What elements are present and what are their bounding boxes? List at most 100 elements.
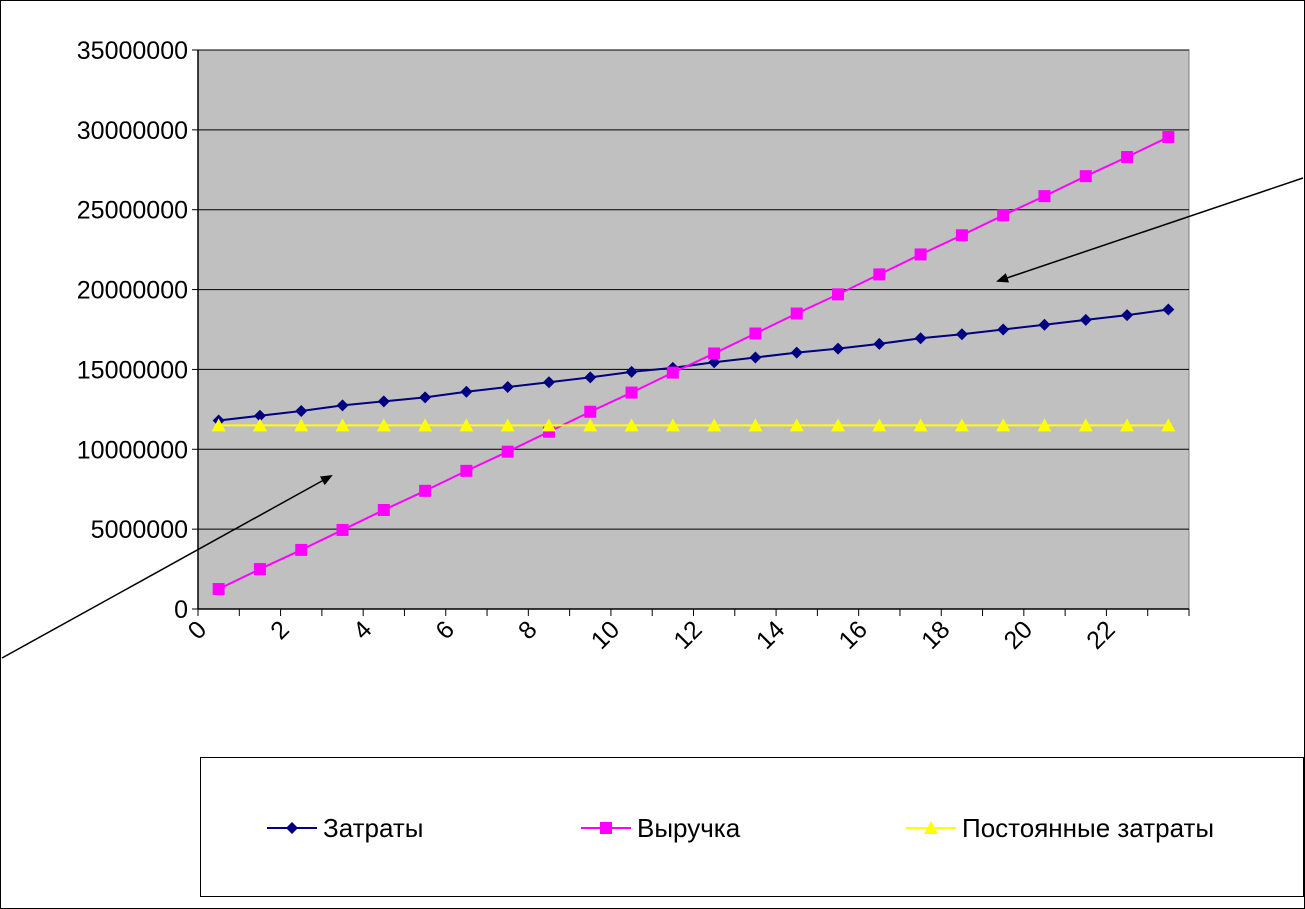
x-tick-label: 18 <box>916 615 955 654</box>
data-point <box>790 346 803 359</box>
data-point <box>873 337 886 350</box>
data-point <box>1121 151 1134 164</box>
y-tick-label: 15000000 <box>77 356 188 384</box>
data-point <box>376 418 391 432</box>
data-point <box>335 418 350 432</box>
legend-marker-diamond-icon <box>267 822 317 834</box>
data-point <box>749 327 762 340</box>
data-point <box>211 418 226 432</box>
x-tick-label: 12 <box>668 615 707 654</box>
x-tick-label: 4 <box>348 615 378 645</box>
x-tick-label: 20 <box>999 615 1038 654</box>
data-point <box>1038 190 1051 203</box>
series-1 <box>212 131 1175 596</box>
annotation-arrows <box>1 177 1304 659</box>
x-tick-label: 6 <box>430 615 460 645</box>
legend-label-series-0: Затраты <box>323 812 424 843</box>
data-point <box>665 418 680 432</box>
y-tick-label: 0 <box>174 596 188 624</box>
annotation-arrow-left <box>1 475 333 659</box>
data-point <box>914 248 927 261</box>
series-0 <box>212 303 1175 427</box>
data-point <box>459 418 474 432</box>
data-point <box>336 523 349 536</box>
data-point <box>872 418 887 432</box>
legend-item-series-1: Выручка <box>581 813 740 843</box>
y-tick-label: 10000000 <box>77 436 188 464</box>
data-point <box>418 418 433 432</box>
data-point <box>460 385 473 398</box>
y-tick-label: 20000000 <box>77 277 188 305</box>
data-point <box>252 418 267 432</box>
series-2 <box>211 418 1176 432</box>
data-point <box>377 395 390 408</box>
data-point <box>748 418 763 432</box>
gridlines <box>192 49 1189 610</box>
y-tick-label: 30000000 <box>77 117 188 145</box>
data-point <box>955 328 968 341</box>
data-point <box>1121 309 1134 322</box>
legend-item-series-2: Постоянные затраты <box>906 813 1214 843</box>
plot-area <box>197 49 1190 610</box>
data-point <box>501 380 514 393</box>
data-point <box>583 418 598 432</box>
data-point <box>954 418 969 432</box>
axes <box>197 50 1190 616</box>
data-point <box>832 342 845 355</box>
x-tick-label: 0 <box>183 615 213 645</box>
legend-marker-triangle-icon <box>906 821 956 834</box>
data-point <box>584 371 597 384</box>
x-tick-label: 8 <box>513 615 543 645</box>
data-point <box>832 288 845 301</box>
data-point <box>295 543 308 556</box>
data-point <box>625 365 638 378</box>
legend-marker-square-icon <box>581 822 631 834</box>
legend-item-series-0: Затраты <box>267 813 423 843</box>
legend-label-series-2: Постоянные затраты <box>962 812 1215 843</box>
series-line <box>218 136 1169 590</box>
data-point <box>873 268 886 281</box>
data-point <box>996 418 1011 432</box>
data-point <box>500 418 515 432</box>
legend: Затраты Выручка Постоянные затраты <box>200 757 1304 897</box>
x-tick-label: 2 <box>265 615 295 645</box>
data-point <box>584 405 597 418</box>
data-point <box>419 391 432 404</box>
data-point <box>336 399 349 412</box>
data-point <box>295 404 308 417</box>
series-line <box>218 308 1169 422</box>
data-point <box>1038 318 1051 331</box>
data-point <box>997 209 1010 222</box>
data-point <box>707 418 722 432</box>
y-tick-label: 25000000 <box>77 197 188 225</box>
data-point <box>541 418 556 432</box>
x-tick-label: 10 <box>586 615 625 654</box>
data-point <box>1037 418 1052 432</box>
series-group <box>211 131 1176 596</box>
data-point <box>294 418 309 432</box>
data-point <box>1161 418 1176 432</box>
data-point <box>460 464 473 477</box>
data-point <box>624 418 639 432</box>
x-tick-labels: 0 2 4 6 8 10 12 14 16 18 20 22 <box>183 615 1121 655</box>
data-point <box>789 418 804 432</box>
data-point <box>831 418 846 432</box>
data-point <box>955 229 968 242</box>
data-point <box>419 484 432 497</box>
data-point <box>749 351 762 364</box>
y-tick-label: 5000000 <box>91 516 188 544</box>
y-tick-label: 35000000 <box>77 37 188 65</box>
annotation-arrow-right <box>996 177 1304 283</box>
data-point <box>1120 418 1135 432</box>
legend-label-series-1: Выручка <box>637 812 741 843</box>
data-point <box>666 366 679 379</box>
data-point <box>253 409 266 422</box>
data-point <box>625 386 638 399</box>
data-point <box>914 332 927 345</box>
x-tick-label: 14 <box>751 615 791 655</box>
data-point <box>253 563 266 576</box>
data-point <box>1079 170 1092 183</box>
data-point <box>1162 131 1175 144</box>
data-point <box>212 583 225 596</box>
